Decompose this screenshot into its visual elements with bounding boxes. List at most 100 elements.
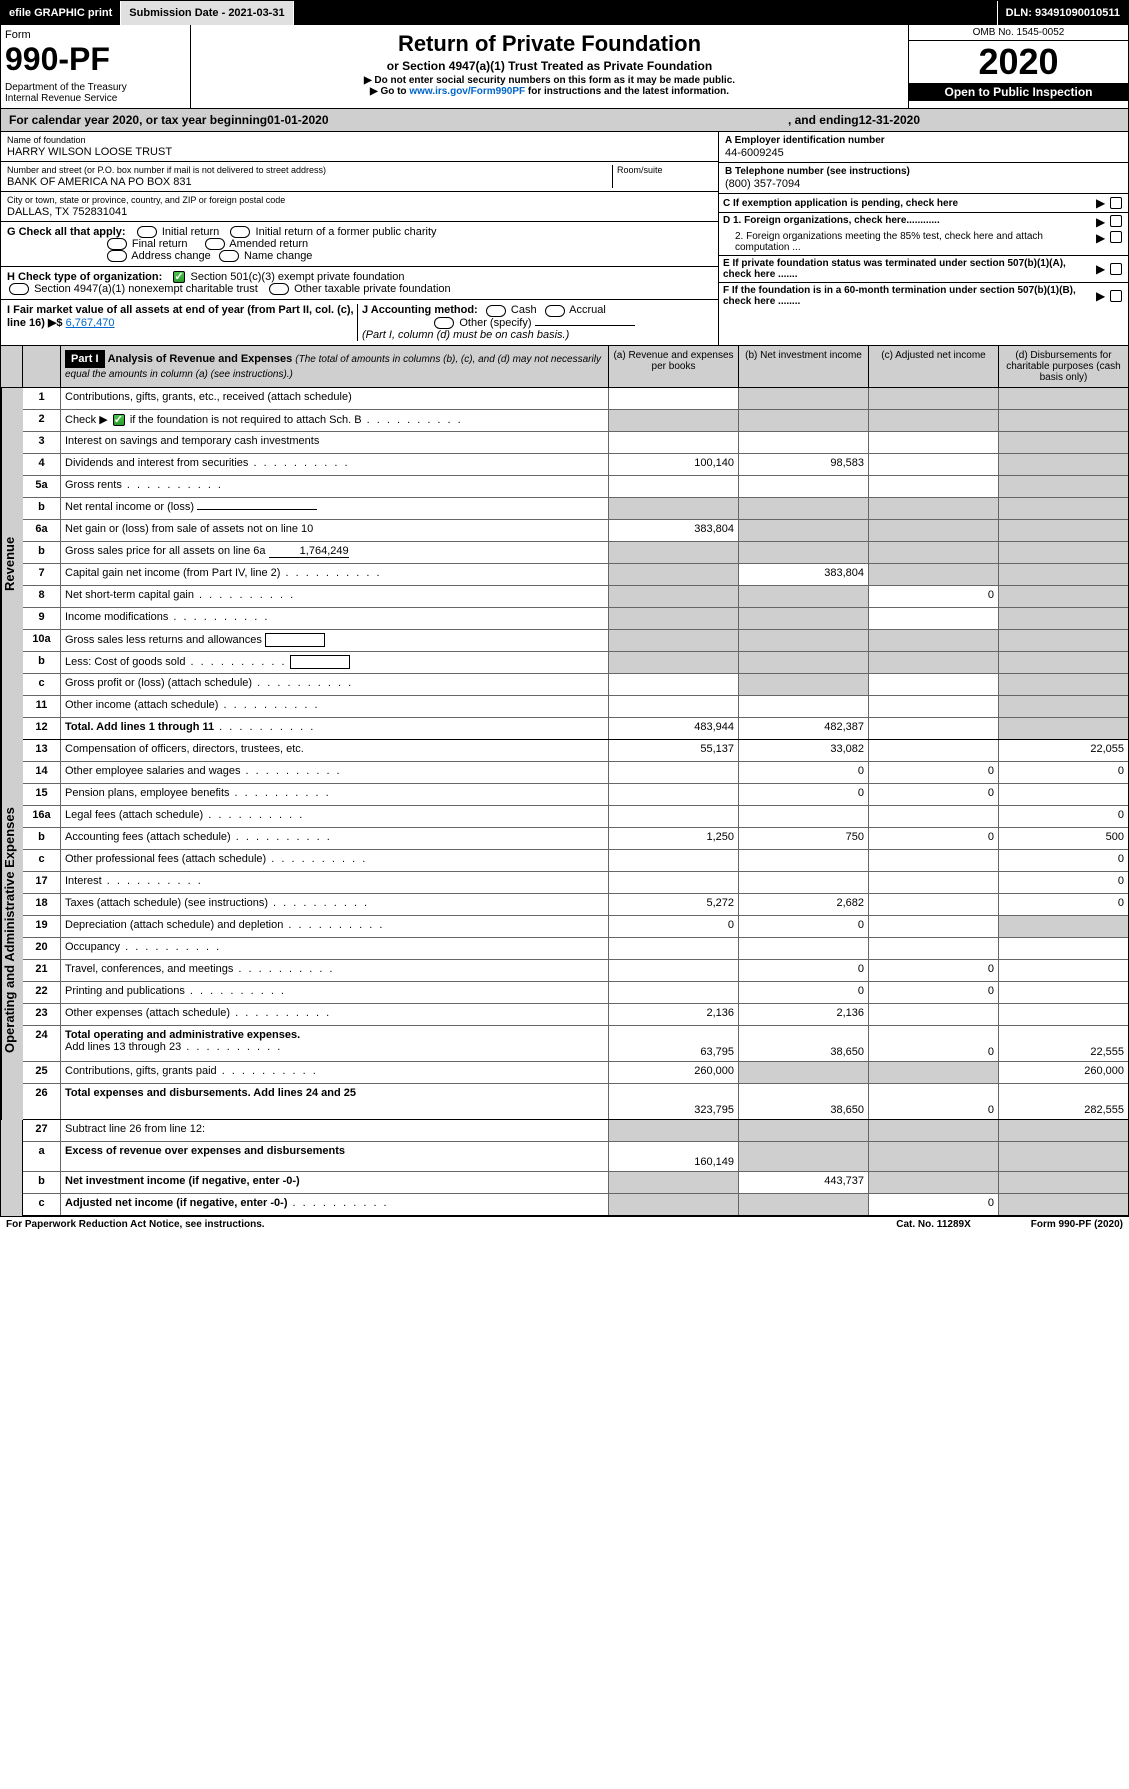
row-13: 13Compensation of officers, directors, t… bbox=[23, 740, 1128, 762]
initial-return-check[interactable] bbox=[137, 226, 157, 238]
r14-b: 0 bbox=[738, 762, 868, 783]
d-check-row: D 1. Foreign organizations, check here..… bbox=[719, 213, 1128, 256]
cal-end: 12-31-2020 bbox=[859, 113, 920, 127]
foreign-org-check[interactable] bbox=[1110, 215, 1122, 227]
r12-a: 483,944 bbox=[608, 718, 738, 739]
city-cell: City or town, state or province, country… bbox=[1, 192, 718, 222]
r6b-val: 1,764,249 bbox=[269, 545, 349, 558]
r5a-desc: Gross rents bbox=[61, 476, 608, 497]
phone: (800) 357-7094 bbox=[725, 178, 1122, 190]
row-23: 23Other expenses (attach schedule)2,1362… bbox=[23, 1004, 1128, 1026]
other-taxable-check[interactable] bbox=[269, 283, 289, 295]
r16c-d: 0 bbox=[998, 850, 1128, 871]
fmv-value[interactable]: 6,767,470 bbox=[66, 317, 115, 329]
expenses-rows: 13Compensation of officers, directors, t… bbox=[23, 740, 1128, 1120]
exemption-pending-check[interactable] bbox=[1110, 197, 1122, 209]
r21-c: 0 bbox=[868, 960, 998, 981]
r27b-desc: Net investment income (if negative, ente… bbox=[61, 1172, 608, 1193]
r17-d: 0 bbox=[998, 872, 1128, 893]
r18-d: 0 bbox=[998, 894, 1128, 915]
r12-b: 482,387 bbox=[738, 718, 868, 739]
row-2: 2Check ▶ if the foundation is not requir… bbox=[23, 410, 1128, 432]
col-b-header: (b) Net investment income bbox=[738, 346, 868, 387]
r7-desc: Capital gain net income (from Part IV, l… bbox=[61, 564, 608, 585]
i-label: I Fair market value of all assets at end… bbox=[7, 304, 354, 329]
addr-cell: Number and street (or P.O. box number if… bbox=[1, 162, 718, 192]
i-section: I Fair market value of all assets at end… bbox=[7, 304, 357, 340]
60month-check[interactable] bbox=[1110, 290, 1122, 302]
other-method-check[interactable] bbox=[434, 317, 454, 329]
r13-d: 22,055 bbox=[998, 740, 1128, 761]
revenue-section: Revenue 1Contributions, gifts, grants, e… bbox=[1, 388, 1128, 740]
r23-a: 2,136 bbox=[608, 1004, 738, 1025]
final-return-check[interactable] bbox=[107, 238, 127, 250]
open-public-label: Open to Public Inspection bbox=[909, 83, 1128, 101]
r6a-desc: Net gain or (loss) from sale of assets n… bbox=[61, 520, 608, 541]
instr2-post: for instructions and the latest informat… bbox=[525, 86, 729, 97]
r21-b: 0 bbox=[738, 960, 868, 981]
info-left: Name of foundation HARRY WILSON LOOSE TR… bbox=[1, 132, 718, 345]
h2-label: Section 4947(a)(1) nonexempt charitable … bbox=[34, 283, 258, 295]
r24-a: 63,795 bbox=[608, 1026, 738, 1061]
r26-a: 323,795 bbox=[608, 1084, 738, 1119]
final-label: Final return bbox=[132, 238, 188, 250]
r1-desc: Contributions, gifts, grants, etc., rece… bbox=[61, 388, 608, 409]
revenue-side-label: Revenue bbox=[1, 388, 23, 740]
b-label: B Telephone number (see instructions) bbox=[725, 166, 1122, 177]
row-10a: 10aGross sales less returns and allowanc… bbox=[23, 630, 1128, 652]
revenue-rows: 1Contributions, gifts, grants, etc., rec… bbox=[23, 388, 1128, 740]
expenses-section: Operating and Administrative Expenses 13… bbox=[1, 740, 1128, 1120]
r16b-c: 0 bbox=[868, 828, 998, 849]
amended-check[interactable] bbox=[205, 238, 225, 250]
r26-b: 38,650 bbox=[738, 1084, 868, 1119]
name-change-check[interactable] bbox=[219, 250, 239, 262]
j-note: (Part I, column (d) must be on cash basi… bbox=[362, 329, 569, 341]
submission-date: Submission Date - 2021-03-31 bbox=[121, 1, 293, 25]
form990pf-link[interactable]: www.irs.gov/Form990PF bbox=[409, 86, 525, 97]
efile-label[interactable]: efile GRAPHIC print bbox=[1, 1, 121, 25]
foreign-85-check[interactable] bbox=[1110, 231, 1122, 243]
row-19: 19Depreciation (attach schedule) and dep… bbox=[23, 916, 1128, 938]
r16b-desc: Accounting fees (attach schedule) bbox=[61, 828, 608, 849]
sch-b-check[interactable] bbox=[113, 414, 125, 426]
r15-c: 0 bbox=[868, 784, 998, 805]
r22-desc: Printing and publications bbox=[61, 982, 608, 1003]
r17-desc: Interest bbox=[61, 872, 608, 893]
r26-d: 282,555 bbox=[998, 1084, 1128, 1119]
initial-former-check[interactable] bbox=[230, 226, 250, 238]
phone-cell: B Telephone number (see instructions) (8… bbox=[719, 163, 1128, 194]
name-change-label: Name change bbox=[244, 250, 313, 262]
status-terminated-check[interactable] bbox=[1110, 263, 1122, 275]
row-27: 27Subtract line 26 from line 12: bbox=[23, 1120, 1128, 1142]
addr-change-check[interactable] bbox=[107, 250, 127, 262]
row-4: 4Dividends and interest from securities1… bbox=[23, 454, 1128, 476]
row-7: 7Capital gain net income (from Part IV, … bbox=[23, 564, 1128, 586]
ein: 44-6009245 bbox=[725, 147, 1122, 159]
row-12: 12Total. Add lines 1 through 11483,94448… bbox=[23, 718, 1128, 740]
cal-pre: For calendar year 2020, or tax year begi… bbox=[9, 113, 267, 127]
r18-desc: Taxes (attach schedule) (see instruction… bbox=[61, 894, 608, 915]
r26-c: 0 bbox=[868, 1084, 998, 1119]
accrual-check[interactable] bbox=[545, 305, 565, 317]
footer-left: For Paperwork Reduction Act Notice, see … bbox=[6, 1219, 265, 1230]
h-checks: H Check type of organization: Section 50… bbox=[1, 267, 718, 300]
cash-check[interactable] bbox=[486, 305, 506, 317]
r24-d: 22,555 bbox=[998, 1026, 1128, 1061]
row-1: 1Contributions, gifts, grants, etc., rec… bbox=[23, 388, 1128, 410]
e-label: E If private foundation status was termi… bbox=[723, 258, 1096, 280]
omb-number: OMB No. 1545-0052 bbox=[909, 25, 1128, 41]
r23-desc: Other expenses (attach schedule) bbox=[61, 1004, 608, 1025]
accrual-label: Accrual bbox=[569, 304, 606, 316]
row-15: 15Pension plans, employee benefits00 bbox=[23, 784, 1128, 806]
r22-c: 0 bbox=[868, 982, 998, 1003]
row-10b: bLess: Cost of goods sold bbox=[23, 652, 1128, 674]
row-6b: bGross sales price for all assets on lin… bbox=[23, 542, 1128, 564]
4947-check[interactable] bbox=[9, 283, 29, 295]
j-label: J Accounting method: bbox=[362, 304, 478, 316]
501c3-check[interactable] bbox=[173, 271, 185, 283]
form-container: efile GRAPHIC print Submission Date - 20… bbox=[0, 0, 1129, 1217]
r19-a: 0 bbox=[608, 916, 738, 937]
r21-desc: Travel, conferences, and meetings bbox=[61, 960, 608, 981]
r22-b: 0 bbox=[738, 982, 868, 1003]
cash-label: Cash bbox=[511, 304, 537, 316]
